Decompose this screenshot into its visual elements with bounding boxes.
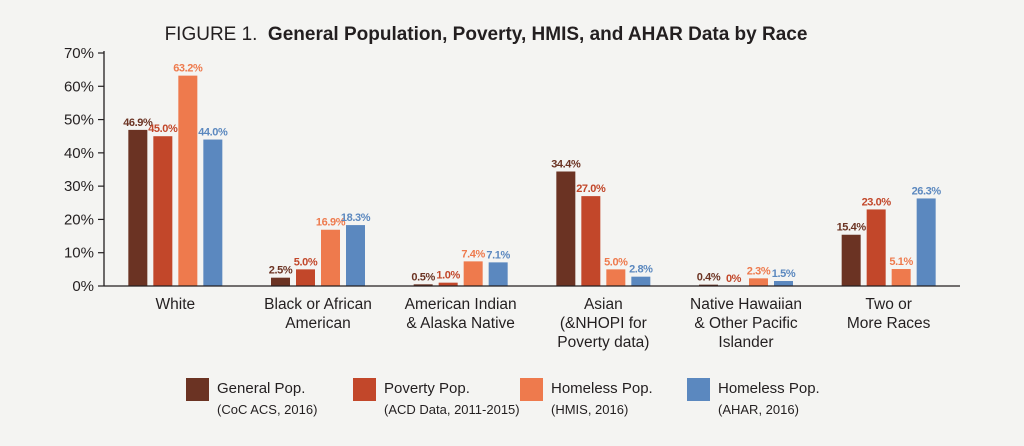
bar [891,269,911,286]
bar-value-label: 2.8% [629,264,653,276]
category-label: & Alaska Native [406,315,515,332]
bar-value-label: 46.9% [123,117,153,129]
y-tick-label: 70% [64,45,94,62]
category-label: More Races [847,315,931,332]
y-axis: 0% 10% 20% 30% 40% 50% 60% 70% [64,45,105,295]
legend-swatch [687,378,710,401]
bar-value-label: 1.5% [772,268,796,280]
chart-title-text: General Population, Poverty, HMIS, and A… [268,24,808,45]
bar [346,225,365,286]
bar [606,269,626,286]
bar-value-label: 0.4% [697,272,721,284]
bar-value-label: 45.0% [148,123,178,135]
category-label: (&NHOPI for [560,315,647,332]
bar-value-label: 63.2% [173,63,203,75]
bar-value-label: 0.5% [411,271,435,283]
bar-value-label: 7.4% [461,248,485,260]
bar-value-label: 26.3% [912,185,942,197]
y-tick-label: 20% [64,211,94,228]
category-label: American [285,315,350,332]
chart-title: FIGURE 1. General Population, Poverty, H… [165,24,808,45]
category-label: Islander [718,334,773,351]
bar [203,139,223,286]
bar [413,284,433,286]
bar [321,229,340,286]
bar-group: 15.4% 23.0% 5.1% 26.3% [837,185,942,286]
bar-value-label: 5.0% [294,256,318,268]
bar-group: 46.9%45.0% 63.2% 44.0% [123,63,228,287]
bar-value-label: 5.0% [604,256,628,268]
y-tick-label: 30% [64,178,94,195]
y-tick-label: 40% [64,145,94,162]
legend-item: Homeless Pop. (HMIS, 2016) [520,378,653,417]
category-label: Poverty data) [557,334,649,351]
legend-series-source: (AHAR, 2016) [718,402,799,417]
legend-item: Poverty Pop. (ACD Data, 2011-2015) [353,378,520,417]
y-tick-label: 10% [64,245,94,262]
bar [153,136,173,286]
bar [749,278,768,286]
bar [866,209,886,286]
legend-series-name: Homeless Pop. [718,380,820,397]
bar [128,129,148,286]
legend: General Pop. (CoC ACS, 2016) Poverty Pop. (… [186,378,820,417]
chart-title-prefix: FIGURE 1. [165,24,258,45]
category-label: & Other Pacific [694,315,798,332]
bar [556,171,576,286]
bar [178,75,198,287]
bar-group: 2.5%5.0% 16.9%18.3% [269,212,371,286]
y-tick-label: 0% [72,278,94,295]
bar-group: 0.4% 0% 2.3% 1.5% [697,265,796,286]
bar-value-label: 16.9% [316,217,346,229]
category-label: White [156,296,196,313]
bar-value-label: 2.3% [747,265,771,277]
bar [488,262,508,286]
bar-value-label: 2.5% [269,265,293,277]
legend-swatch [520,378,543,401]
bar-group: 34.4% 27.0% 5.0%2.8% [551,158,654,286]
bar-value-label: 23.0% [862,196,892,208]
bar-value-label: 34.4% [551,158,581,170]
bar-value-label: 7.1% [486,249,510,261]
bar [699,284,718,286]
legend-series-source: (ACD Data, 2011-2015) [384,402,520,417]
bar-value-label: 18.3% [341,212,371,224]
category-label: Native Hawaiian [690,296,802,313]
bar-group: 0.5% 1.0%7.4% 7.1% [411,248,511,286]
category-label: American Indian [405,296,517,313]
bar [438,282,458,286]
legend-series-source: (CoC ACS, 2016) [217,402,317,417]
bar-value-label: 44.0% [198,127,228,139]
legend-series-name: Homeless Pop. [551,380,653,397]
bar-value-label: 0% [726,273,742,285]
bar-value-label: 1.0% [436,270,460,282]
bar [774,281,793,286]
bar [463,261,483,286]
bar-groups: 46.9%45.0%63.2%44.0%2.5%5.0%16.9%18.3%0.… [123,63,942,287]
bar-value-label: 5.1% [889,256,913,268]
legend-swatch [353,378,376,401]
bar-value-label: 27.0% [576,183,606,195]
legend-series-name: General Pop. [217,380,305,397]
legend-swatch [186,378,209,401]
bar-value-label: 15.4% [837,222,867,234]
category-label: Two or [865,296,912,313]
legend-item: General Pop. (CoC ACS, 2016) [186,378,317,417]
bar [271,277,290,286]
legend-series-source: (HMIS, 2016) [551,402,628,417]
x-axis: White Black or African American American In… [104,285,960,351]
bar [916,198,936,286]
y-tick-label: 50% [64,112,94,129]
bar [581,196,601,286]
legend-item: Homeless Pop. (AHAR, 2016) [687,378,820,417]
category-label: Asian [584,296,623,313]
y-tick-label: 60% [64,78,94,95]
bar [296,269,315,286]
category-label: Black or African [264,296,372,313]
legend-series-name: Poverty Pop. [384,380,470,397]
bar [841,234,861,286]
bar [631,276,651,286]
